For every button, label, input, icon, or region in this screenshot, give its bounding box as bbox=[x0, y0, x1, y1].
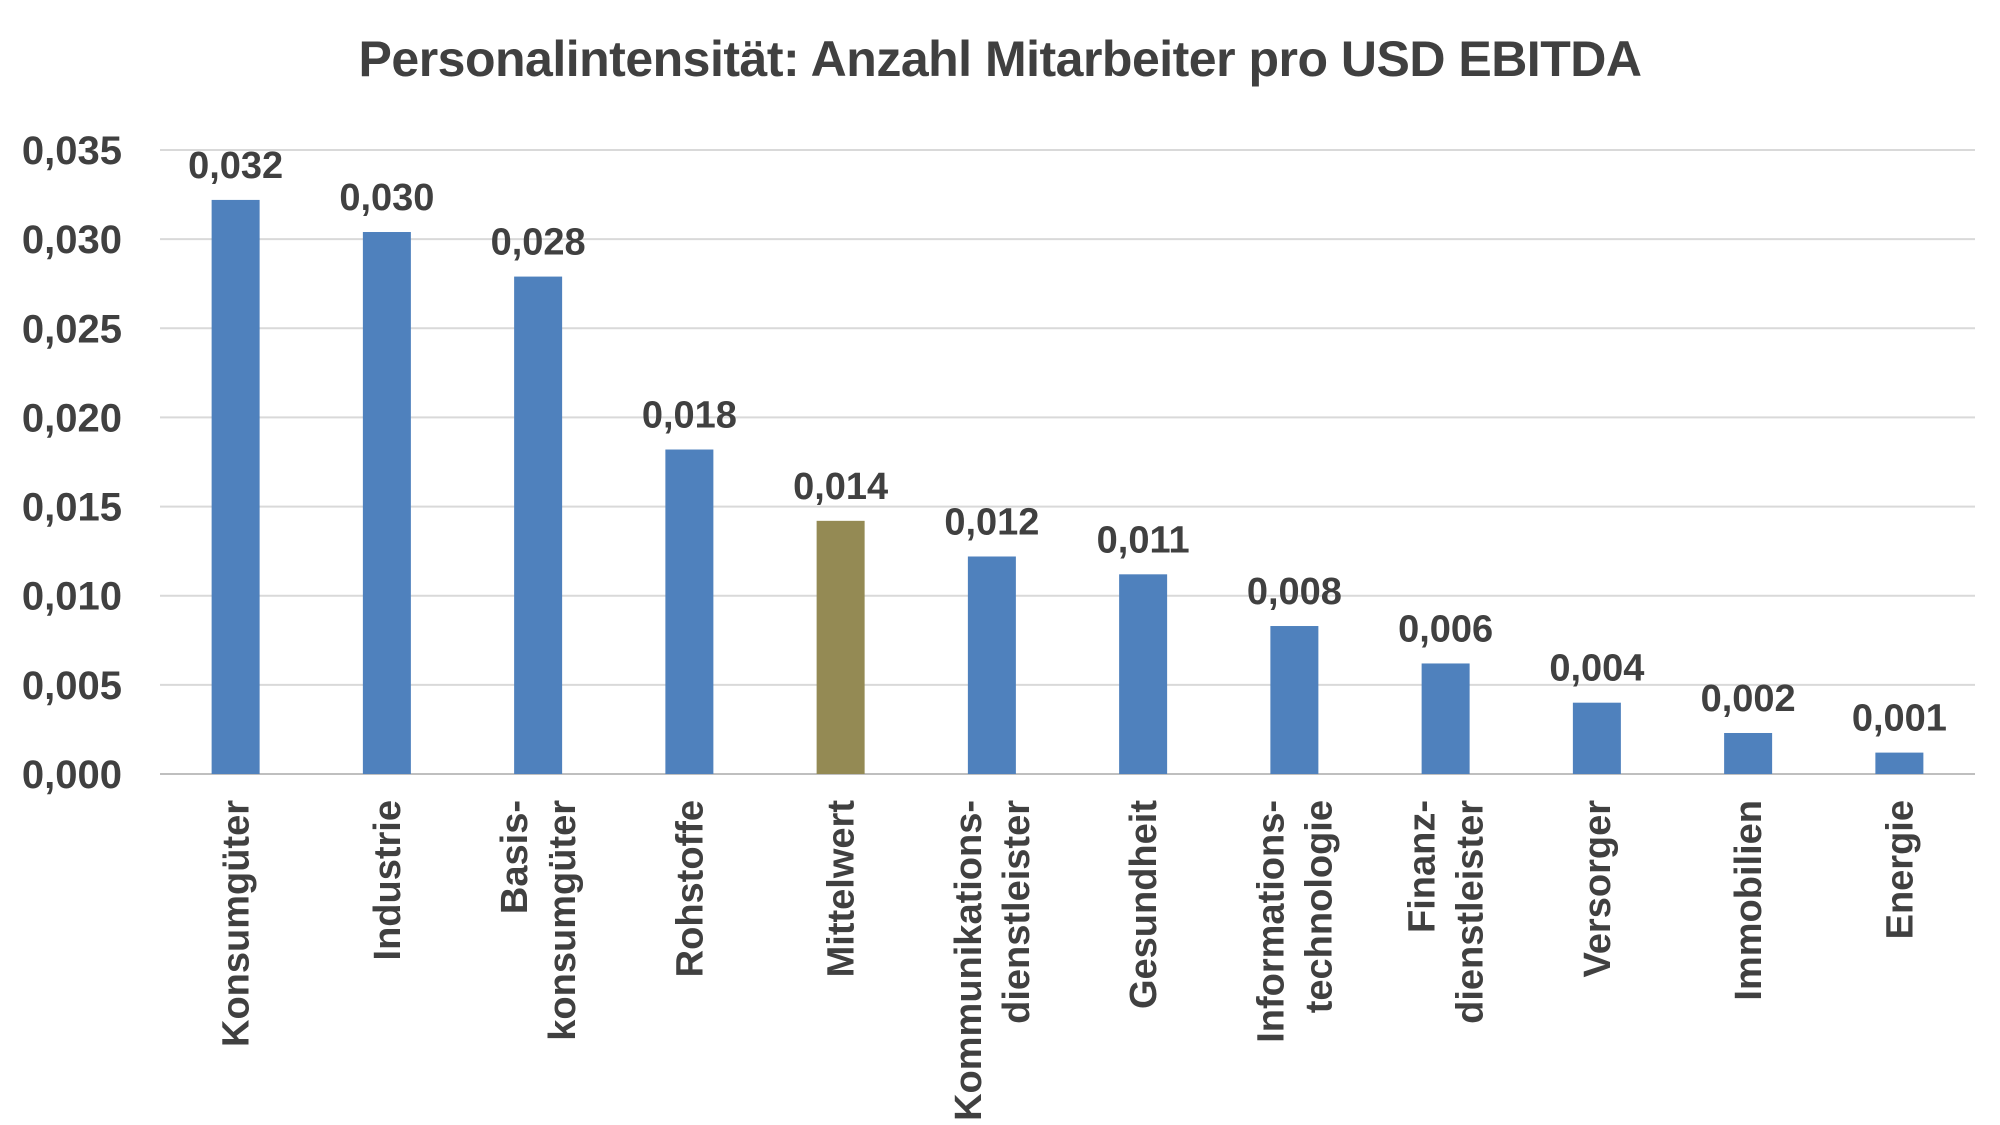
bar bbox=[1875, 752, 1924, 774]
x-category-label: Rohstoffe bbox=[669, 800, 711, 977]
x-category-label: Immobilien bbox=[1728, 800, 1770, 1001]
data-label: 0,030 bbox=[339, 177, 434, 219]
x-category-line: Konsumgüter bbox=[216, 800, 258, 1047]
chart-title: Personalintensität: Anzahl Mitarbeiter p… bbox=[358, 31, 1642, 87]
data-label: 0,001 bbox=[1852, 698, 1947, 740]
data-label: 0,002 bbox=[1701, 678, 1796, 720]
x-category-line: Gesundheit bbox=[1123, 800, 1165, 1009]
x-category-line: technologie bbox=[1298, 800, 1340, 1013]
x-category-label: Finanz-dienstleister bbox=[1402, 800, 1492, 1024]
data-label: 0,004 bbox=[1549, 648, 1644, 690]
x-category-line: Immobilien bbox=[1728, 800, 1770, 1001]
data-label: 0,028 bbox=[491, 222, 586, 264]
x-category-line: Informations- bbox=[1250, 800, 1292, 1043]
x-category-label: Versorger bbox=[1577, 800, 1619, 978]
y-axis-ticks: 0,000 0,005 0,010 0,015 0,020 0,025 0,030 0,035 bbox=[22, 129, 122, 797]
bar bbox=[1572, 702, 1621, 774]
x-category-line: Basis- bbox=[494, 800, 536, 914]
x-category-line: Energie bbox=[1879, 800, 1921, 939]
x-category-line: Versorger bbox=[1577, 800, 1619, 978]
x-category-label: Kommunikations-dienstleister bbox=[948, 800, 1038, 1121]
bars bbox=[211, 199, 1924, 775]
data-label: 0,018 bbox=[642, 395, 737, 437]
bar bbox=[665, 449, 714, 774]
y-tick-label: 0,030 bbox=[22, 218, 122, 262]
y-tick-label: 0,015 bbox=[22, 486, 122, 530]
y-tick-label: 0,010 bbox=[22, 575, 122, 619]
grid-lines bbox=[160, 149, 1975, 775]
y-tick-label: 0,020 bbox=[22, 396, 122, 440]
y-tick-label: 0,035 bbox=[22, 129, 122, 173]
x-category-label: Basis-konsumgüter bbox=[494, 800, 584, 1041]
bar bbox=[362, 232, 411, 775]
bar bbox=[1421, 663, 1470, 774]
x-category-label: Konsumgüter bbox=[216, 800, 258, 1047]
data-label: 0,011 bbox=[1097, 519, 1190, 561]
x-category-label: Mittelwert bbox=[821, 800, 863, 978]
data-label: 0,014 bbox=[793, 466, 888, 508]
x-category-line: Industrie bbox=[367, 800, 409, 960]
x-category-line: konsumgüter bbox=[542, 800, 584, 1041]
x-category-label: Informations-technologie bbox=[1250, 800, 1340, 1043]
y-tick-label: 0,025 bbox=[22, 307, 122, 351]
x-category-label: Gesundheit bbox=[1123, 800, 1165, 1009]
data-label: 0,032 bbox=[188, 145, 283, 187]
x-category-line: dienstleister bbox=[996, 800, 1038, 1024]
x-category-line: Mittelwert bbox=[821, 800, 863, 978]
data-label: 0,006 bbox=[1398, 608, 1493, 650]
x-category-line: Rohstoffe bbox=[669, 800, 711, 977]
y-tick-label: 0,005 bbox=[22, 664, 122, 708]
bar bbox=[967, 556, 1016, 774]
x-axis-categories: Konsumgüter Industrie Basis-konsumgüter Roh… bbox=[216, 800, 1922, 1121]
x-category-line: Finanz- bbox=[1402, 800, 1444, 933]
bar bbox=[1119, 574, 1168, 774]
x-category-label: Industrie bbox=[367, 800, 409, 960]
bar bbox=[1724, 732, 1773, 774]
x-category-line: Kommunikations- bbox=[948, 800, 990, 1121]
bar bbox=[816, 520, 865, 774]
bar bbox=[1270, 626, 1319, 774]
bar bbox=[211, 199, 260, 775]
data-label: 0,008 bbox=[1247, 571, 1342, 613]
data-label: 0,012 bbox=[944, 501, 1039, 543]
x-category-label: Energie bbox=[1879, 800, 1921, 939]
data-labels: 0,032 0,030 0,028 0,018 0,014 0,012 0,011 0,008… bbox=[188, 145, 1947, 740]
x-category-line: dienstleister bbox=[1450, 800, 1492, 1024]
bar bbox=[514, 276, 563, 774]
y-tick-label: 0,000 bbox=[22, 753, 122, 797]
